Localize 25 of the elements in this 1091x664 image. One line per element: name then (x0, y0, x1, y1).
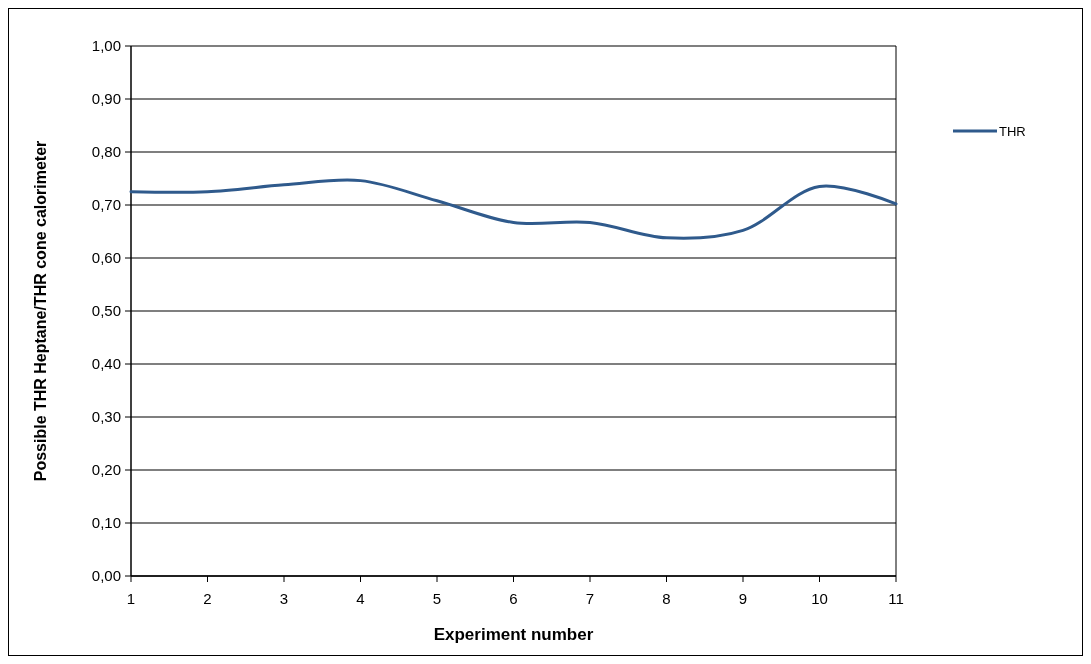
y-tick-label: 0,80 (91, 143, 121, 161)
y-tick-label: 0,20 (91, 461, 121, 479)
x-tick-label: 1 (126, 590, 136, 607)
y-tick-label: 0,60 (91, 249, 121, 267)
x-tick-label: 11 (888, 590, 904, 607)
legend-label: THR (999, 123, 1026, 139)
y-tick-label: 1,00 (91, 37, 121, 55)
x-tick-label: 2 (203, 590, 212, 607)
x-tick-label: 4 (356, 590, 365, 607)
x-tick-label: 5 (432, 590, 442, 607)
y-tick-label: 0,90 (91, 90, 121, 108)
x-tick-label: 7 (585, 590, 595, 607)
x-tick-label: 6 (509, 590, 518, 607)
x-tick-label: 8 (662, 590, 671, 607)
x-tick-label: 9 (738, 590, 748, 607)
y-axis-title: Possible THR Heptane/THR cone calorimeter (32, 140, 49, 482)
y-tick-label: 0,30 (91, 408, 121, 426)
x-axis-title: Experiment number (433, 625, 594, 644)
y-tick-label: 0,00 (91, 567, 121, 585)
y-tick-label: 0,50 (91, 302, 121, 320)
y-tick-label: 0,40 (91, 355, 121, 373)
y-tick-label: 0,70 (91, 196, 121, 214)
y-tick-label: 0,10 (91, 514, 121, 532)
x-tick-label: 10 (811, 590, 828, 607)
x-tick-label: 3 (279, 590, 289, 607)
